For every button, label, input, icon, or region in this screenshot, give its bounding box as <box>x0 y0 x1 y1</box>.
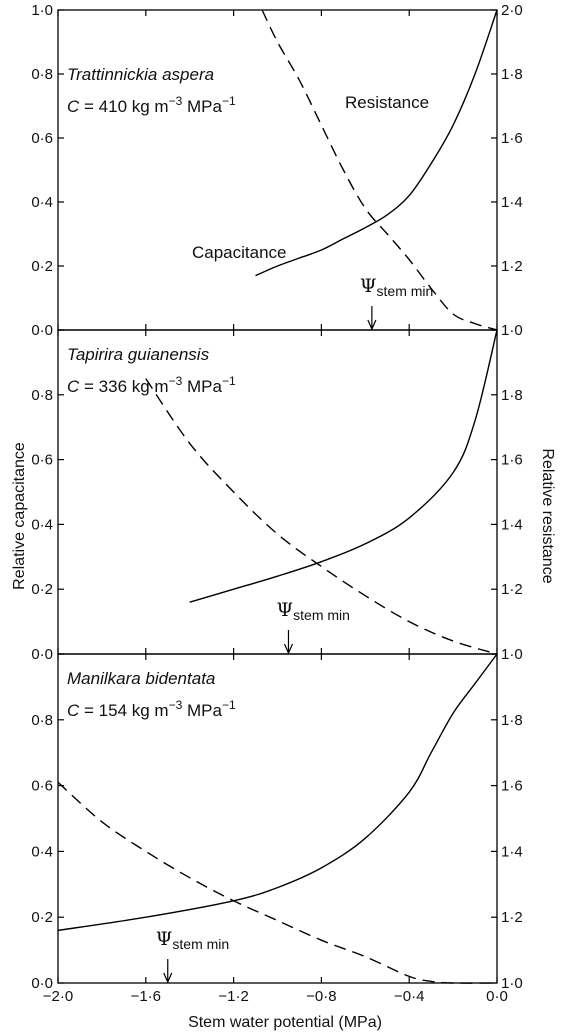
x-axis-label: Stem water potential (MPa) <box>188 1014 382 1031</box>
right-tick-label: 2·0 <box>501 2 523 19</box>
x-tick-label: −0·8 <box>306 988 336 1005</box>
right-tick-label: 1·4 <box>501 843 523 860</box>
c-exponent: −3 <box>169 698 183 712</box>
resistance-curve <box>261 9 498 331</box>
c-exponent-2: −1 <box>222 374 236 388</box>
capacitance-value: C = 336 kg m−3 MPa−1 <box>67 374 236 396</box>
x-tick-label: −1·6 <box>131 988 161 1005</box>
c-unit: MPa <box>182 701 222 720</box>
left-tick-label: 0·6 <box>31 778 53 795</box>
psi-symbol: Ψ <box>276 599 293 621</box>
panel-frame <box>57 653 498 984</box>
left-tick-label: 0·0 <box>31 322 53 339</box>
right-tick-label: 1·2 <box>501 581 523 598</box>
right-tick-label: 1·6 <box>501 452 523 469</box>
c-unit: MPa <box>182 97 222 116</box>
capacitance-label: Capacitance <box>192 243 287 262</box>
right-tick-label: 1·0 <box>501 646 523 663</box>
left-tick-label: 0·4 <box>31 843 53 860</box>
right-tick-label: 1·0 <box>501 322 523 339</box>
left-tick-label: 0·0 <box>31 975 53 992</box>
resistance-curve <box>57 781 498 984</box>
panel-2: 0·0 1·0 0·2 1·2 0·4 1·4 0·6 1·6 0·8 1·8 Tapirira g… <box>31 329 523 663</box>
c-exponent-2: −1 <box>222 698 236 712</box>
resistance-label: Resistance <box>345 93 429 112</box>
c-text: = 154 kg m <box>79 701 168 720</box>
c-symbol: C <box>67 97 80 116</box>
left-tick-label: 0·8 <box>31 387 53 404</box>
capacitance-curve <box>255 9 498 277</box>
left-tick-label: 0·8 <box>31 712 53 729</box>
c-unit: MPa <box>182 377 222 396</box>
species-name: Tapirira guianensis <box>67 345 210 364</box>
c-exponent: −3 <box>169 94 183 108</box>
right-tick-label: 1·4 <box>501 194 523 211</box>
capacitance-value: C = 410 kg m−3 MPa−1 <box>67 94 236 116</box>
x-tick-label: −0·4 <box>394 988 424 1005</box>
c-exponent: −3 <box>169 374 183 388</box>
capacitance-value: C = 154 kg m−3 MPa−1 <box>67 698 236 720</box>
left-tick-label: 0·2 <box>31 909 53 926</box>
x-tick-label: −2·0 <box>43 988 73 1005</box>
psi-stem-min-label: Ψstem min <box>360 275 433 299</box>
panel-3: 0·0 1·00·2 1·20·4 1·40·6 1·60·8 1·8−2·0 −1·6 −1… <box>31 653 523 1005</box>
c-symbol: C <box>67 377 80 396</box>
right-tick-label: 1·6 <box>501 130 523 147</box>
psi-symbol: Ψ <box>156 928 173 950</box>
psi-subscript: stem min <box>377 283 434 299</box>
right-tick-label: 1·8 <box>501 387 523 404</box>
psi-subscript: stem min <box>293 607 350 623</box>
left-tick-label: 0·2 <box>31 581 53 598</box>
c-text: = 336 kg m <box>79 377 168 396</box>
right-tick-label: 1·4 <box>501 516 523 533</box>
c-text: = 410 kg m <box>79 97 168 116</box>
psi-stem-min-arrowhead <box>163 972 173 984</box>
panel-1: 0·0 1·0 0·2 1·2 0·4 1·4 0·6 1·6 0·8 1·8 1·0 2·0 Trat… <box>31 2 522 339</box>
left-tick-label: 0·4 <box>31 516 53 533</box>
left-tick-label: 0·6 <box>31 130 53 147</box>
left-tick-label: 0·4 <box>31 194 53 211</box>
right-tick-label: 1·8 <box>501 712 523 729</box>
right-tick-label: 1·6 <box>501 778 523 795</box>
psi-subscript: stem min <box>172 936 229 952</box>
left-tick-label: 1·0 <box>31 2 53 19</box>
x-tick-label: −1·2 <box>218 988 248 1005</box>
species-name: Trattinnickia aspera <box>67 65 214 84</box>
psi-stem-min-arrowhead <box>367 319 377 331</box>
left-tick-label: 0·8 <box>31 66 53 83</box>
psi-stem-min-arrowhead <box>283 643 294 655</box>
panel-frame <box>57 9 498 331</box>
psi-stem-min-label: Ψstem min <box>276 599 349 623</box>
left-tick-label: 0·2 <box>31 258 53 275</box>
y-axis-label-left: Relative capacitance <box>11 442 28 590</box>
capacitance-curve <box>57 653 498 932</box>
c-symbol: C <box>67 701 80 720</box>
left-tick-label: 0·6 <box>31 452 53 469</box>
x-tick-label: 0·0 <box>486 988 508 1005</box>
species-name: Manilkara bidentata <box>67 669 215 688</box>
right-tick-label: 1·2 <box>501 258 523 275</box>
right-tick-label: 1·0 <box>501 975 523 992</box>
y-axis-label-right: Relative resistance <box>539 448 556 583</box>
c-exponent-2: −1 <box>222 94 236 108</box>
right-tick-label: 1·2 <box>501 909 523 926</box>
right-tick-label: 1·8 <box>501 66 523 83</box>
capacitance-curve <box>189 329 498 603</box>
left-tick-label: 0·0 <box>31 646 53 663</box>
psi-symbol: Ψ <box>360 275 377 297</box>
psi-stem-min-label: Ψstem min <box>156 928 229 952</box>
